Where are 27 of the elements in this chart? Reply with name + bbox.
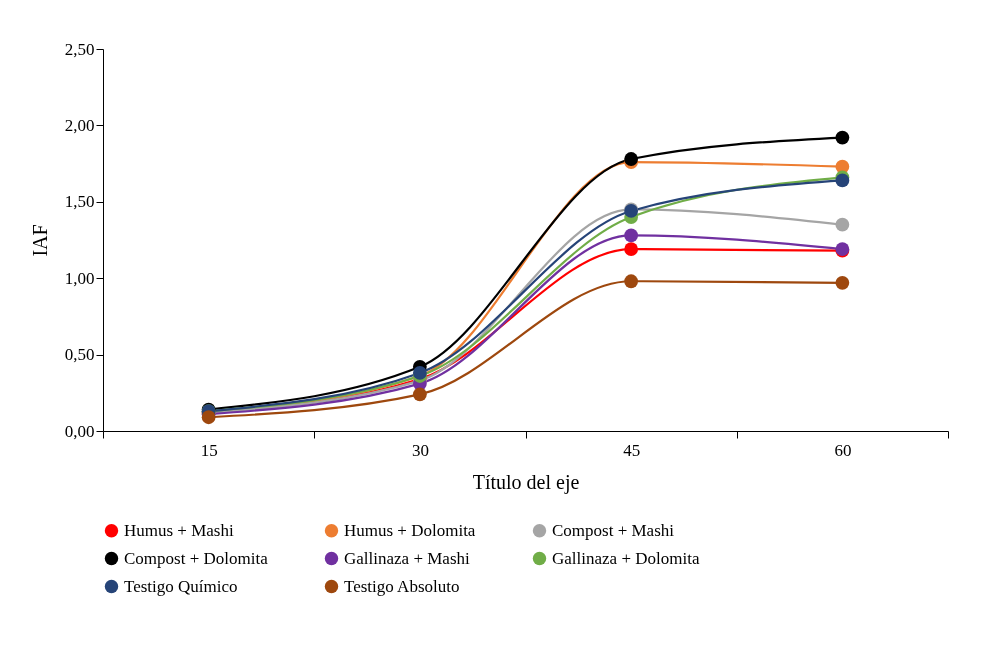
point (412, 387, 427, 402)
legend-label: Gallinaza + Mashi (344, 548, 470, 568)
y-tick-label: 2,00 (64, 115, 95, 135)
y-axis-title: IAF (28, 224, 51, 257)
x-tick-label: 45 (623, 440, 641, 460)
legend-label: Testigo Químico (124, 576, 238, 596)
legend-label: Compost + Mashi (552, 520, 675, 540)
legend-label: Humus + Mashi (124, 520, 234, 540)
point (624, 242, 639, 257)
legend-label: Testigo Absoluto (344, 576, 460, 596)
point (835, 130, 850, 145)
point (835, 217, 850, 232)
legend-label: Gallinaza + Dolomita (552, 548, 700, 568)
x-tick-label: 30 (411, 440, 429, 460)
y-tick-label: 0,50 (64, 345, 95, 365)
point (624, 228, 639, 243)
x-axis-title: Título del eje (472, 470, 580, 494)
x-tick-label: 15 (200, 440, 218, 460)
y-tick-label: 1,50 (64, 192, 95, 212)
point (624, 274, 639, 289)
x-tick-label: 60 (834, 440, 852, 460)
y-tick-label: 0,00 (64, 421, 95, 441)
y-tick-label: 1,00 (64, 268, 95, 288)
y-tick-label: 2,50 (64, 39, 95, 59)
legend-label: Compost + Dolomita (124, 548, 269, 568)
point (835, 275, 850, 290)
legend-label: Humus + Dolomita (344, 520, 476, 540)
